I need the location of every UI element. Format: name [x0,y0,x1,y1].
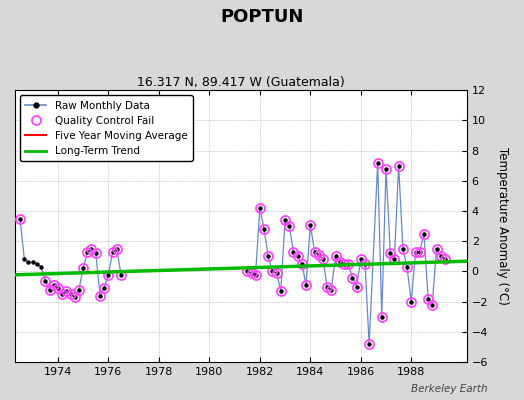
Title: 16.317 N, 89.417 W (Guatemala): 16.317 N, 89.417 W (Guatemala) [137,76,345,89]
Legend: Raw Monthly Data, Quality Control Fail, Five Year Moving Average, Long-Term Tren: Raw Monthly Data, Quality Control Fail, … [20,95,192,162]
Y-axis label: Temperature Anomaly (°C): Temperature Anomaly (°C) [496,147,509,305]
Text: POPTUN: POPTUN [220,8,304,26]
Text: Berkeley Earth: Berkeley Earth [411,384,487,394]
